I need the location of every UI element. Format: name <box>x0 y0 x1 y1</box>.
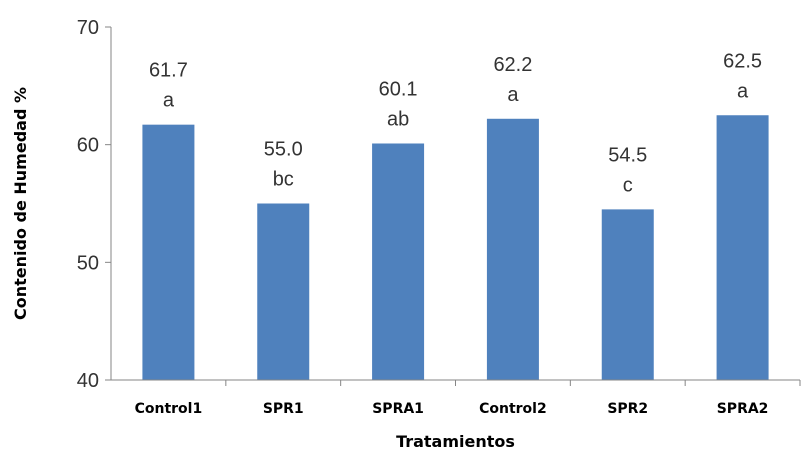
x-tick-label: Control1 <box>135 401 203 417</box>
y-tick-label: 70 <box>77 17 99 39</box>
x-axis-title: Tratamientos <box>396 432 515 451</box>
x-tick-label: SPRA1 <box>372 401 424 417</box>
value-label: 55.0 <box>264 139 303 161</box>
bar-control1 <box>142 124 195 380</box>
bar-spr1 <box>257 203 310 380</box>
group-letter-label: c <box>623 174 633 196</box>
y-axis-ticks: 40 50 60 70 <box>77 17 111 392</box>
bar-spra2 <box>716 115 769 380</box>
group-letter-label: bc <box>273 169 294 191</box>
y-axis-title: Contenido de Humedad % <box>11 87 30 320</box>
y-tick-label: 40 <box>77 370 99 392</box>
group-letter-label: a <box>507 84 519 106</box>
value-label: 60.1 <box>379 78 418 100</box>
y-tick-label: 60 <box>77 135 99 157</box>
value-label: 54.5 <box>608 144 647 166</box>
group-letter-label: a <box>163 90 175 112</box>
value-label: 61.7 <box>149 60 188 82</box>
x-tick-label: SPR2 <box>607 401 648 417</box>
y-tick-label: 50 <box>77 252 99 274</box>
bar-control2 <box>486 118 539 380</box>
value-label: 62.5 <box>723 50 762 72</box>
x-axis-tick-labels: Control1 SPR1 SPRA1 Control2 SPR2 SPRA2 <box>135 380 801 417</box>
bar-spr2 <box>601 209 654 380</box>
x-tick-label: Control2 <box>479 401 547 417</box>
value-label: 62.2 <box>493 54 532 76</box>
bar-spra1 <box>372 143 425 380</box>
x-tick-label: SPRA2 <box>717 401 769 417</box>
value-labels: 61.7 a 55.0 bc 60.1 ab 62.2 a 54.5 c 62.5 a <box>149 50 762 196</box>
x-tick-label: SPR1 <box>263 401 304 417</box>
group-letter-label: a <box>737 80 749 102</box>
bars <box>142 115 769 380</box>
group-letter-label: ab <box>387 108 409 130</box>
